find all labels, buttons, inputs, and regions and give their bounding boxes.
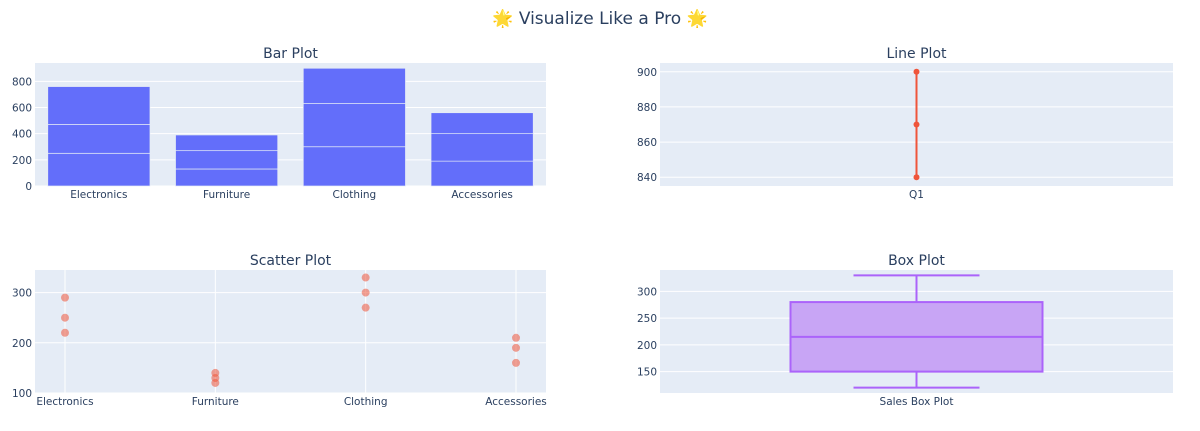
scatter-point — [61, 313, 69, 322]
bar-x-tick-label: Furniture — [203, 189, 250, 201]
bar-y-tick-label: 400 — [12, 129, 32, 141]
scatter-x-tick-label: Accessories — [485, 396, 547, 408]
bar-segment — [302, 67, 406, 104]
scatter-point — [361, 303, 370, 312]
scatter-plot-background — [35, 270, 546, 393]
bar-x-tick-label: Clothing — [333, 189, 377, 201]
line-point — [913, 121, 920, 128]
bar-segment — [175, 150, 279, 170]
line-plot-series — [913, 68, 920, 181]
line-plot-y-ticks: 840 860 880 900 — [637, 67, 657, 184]
bar-y-tick-label: 800 — [12, 76, 32, 88]
line-x-tick-label: Q1 — [909, 189, 924, 201]
scatter-y-tick-label: 200 — [12, 338, 32, 350]
scatter-y-tick-label: 300 — [12, 288, 32, 300]
scatter-plot-y-ticks: 100 200 300 — [12, 288, 32, 400]
box-plot-panel: 150 200 250 300 Sales Box Plot Box Plot — [637, 253, 1173, 408]
box-y-tick-label: 300 — [637, 286, 657, 298]
scatter-plot-x-ticks: Electronics Furniture Clothing Accessories — [36, 396, 546, 408]
bar-plot-panel: 0 200 400 600 800 Electronics Furniture Clothi… — [12, 46, 546, 201]
scatter-point — [512, 343, 520, 352]
scatter-point — [361, 273, 370, 282]
scatter-x-tick-label: Furniture — [192, 396, 239, 408]
scatter-point — [61, 293, 69, 302]
line-point — [913, 174, 920, 181]
line-y-tick-label: 900 — [637, 67, 657, 79]
bar-segment — [47, 124, 151, 154]
line-plot-title: Line Plot — [886, 46, 947, 62]
scatter-plot-title: Scatter Plot — [250, 253, 332, 269]
scatter-point — [211, 378, 220, 387]
box-y-tick-label: 250 — [637, 313, 657, 325]
line-y-tick-label: 880 — [637, 102, 657, 114]
line-point — [913, 68, 920, 75]
scatter-plot-panel: 100 200 300 Electronics Furniture Clothing Ac… — [12, 253, 547, 408]
scatter-point — [512, 333, 520, 342]
bar-x-tick-label: Accessories — [451, 189, 513, 201]
main-title: 🌟 Visualize Like a Pro 🌟 — [492, 8, 708, 29]
bar-plot-x-ticks: Electronics Furniture Clothing Accessories — [70, 189, 513, 201]
scatter-x-tick-label: Clothing — [344, 396, 388, 408]
scatter-point — [361, 288, 370, 297]
line-y-tick-label: 860 — [637, 137, 657, 149]
box-plot-y-ticks: 150 200 250 300 — [637, 286, 657, 378]
bar-y-tick-label: 200 — [12, 155, 32, 167]
box-y-tick-label: 200 — [637, 340, 657, 352]
bar-segment — [430, 112, 534, 135]
bar-segment — [47, 86, 151, 125]
box-y-tick-label: 150 — [637, 367, 657, 379]
bar-segment — [430, 133, 534, 162]
bar-plot-bars — [47, 67, 534, 187]
bar-x-tick-label: Electronics — [70, 189, 127, 201]
scatter-point — [61, 328, 69, 337]
bar-y-tick-label: 600 — [12, 102, 32, 114]
bar-plot-y-ticks: 0 200 400 600 800 — [12, 76, 32, 193]
bar-segment — [175, 168, 279, 187]
scatter-x-tick-label: Electronics — [36, 396, 93, 408]
bar-y-tick-label: 0 — [25, 181, 32, 193]
line-plot-panel: 840 860 880 900 Q1 Line Plot — [637, 46, 1173, 201]
box-plot-x-ticks: Sales Box Plot — [880, 396, 954, 408]
box-plot-box — [789, 274, 1044, 389]
bar-segment — [47, 152, 151, 187]
bar-segment — [302, 103, 406, 148]
line-plot-x-ticks: Q1 — [909, 189, 924, 201]
bar-segment — [430, 160, 534, 187]
bar-plot-title: Bar Plot — [263, 46, 318, 62]
bar-segment — [302, 146, 406, 187]
box-x-tick-label: Sales Box Plot — [880, 396, 954, 408]
scatter-y-tick-label: 100 — [12, 388, 32, 400]
scatter-plot-points — [61, 273, 520, 387]
box-plot-title: Box Plot — [888, 253, 945, 269]
bar-segment — [175, 134, 279, 152]
line-y-tick-label: 840 — [637, 172, 657, 184]
scatter-point — [512, 358, 520, 367]
